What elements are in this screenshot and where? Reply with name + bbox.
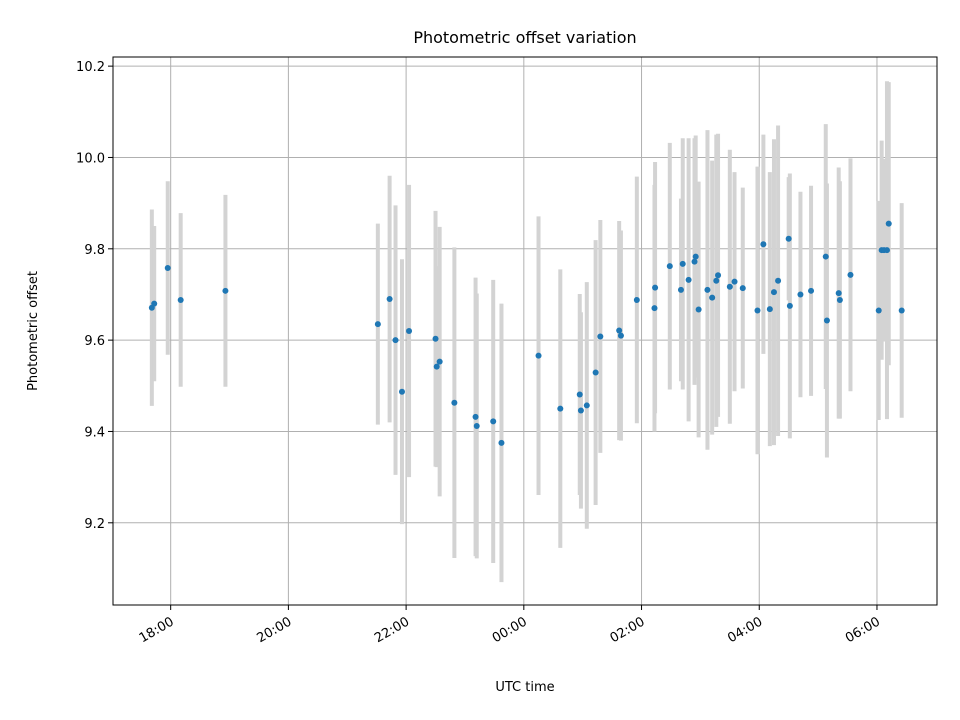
- data-point: [766, 306, 773, 313]
- data-point: [898, 307, 905, 314]
- data-point: [797, 291, 804, 298]
- data-point: [739, 285, 746, 292]
- y-tick-label: 10.0: [76, 151, 105, 166]
- data-point: [406, 328, 413, 334]
- data-point: [436, 358, 443, 365]
- y-tick-label: 9.6: [84, 334, 105, 349]
- data-point: [726, 283, 733, 290]
- y-tick-label: 9.4: [84, 425, 105, 440]
- data-point: [432, 335, 439, 342]
- data-point: [177, 296, 184, 303]
- data-point: [583, 402, 590, 409]
- data-point: [885, 220, 892, 227]
- y-tick-label: 10.2: [76, 60, 105, 75]
- data-point: [704, 286, 711, 293]
- data-point: [691, 258, 698, 265]
- data-point: [597, 333, 604, 340]
- data-point: [222, 287, 229, 294]
- data-point: [677, 286, 684, 293]
- data-point: [731, 278, 738, 285]
- data-point: [695, 306, 702, 313]
- data-point: [775, 277, 782, 284]
- data-point: [709, 294, 716, 301]
- data-point: [875, 307, 882, 314]
- data-point: [770, 289, 777, 296]
- data-point: [679, 260, 686, 267]
- data-points: [148, 220, 905, 446]
- data-point: [651, 305, 658, 312]
- data-point: [715, 272, 722, 279]
- data-point: [151, 300, 158, 307]
- data-point: [557, 405, 564, 412]
- data-point: [754, 307, 761, 314]
- data-point: [451, 399, 458, 406]
- data-point: [473, 422, 480, 429]
- data-point: [692, 253, 699, 260]
- y-axis-label: Photometric offset: [26, 271, 41, 391]
- data-point: [164, 264, 171, 271]
- data-point: [713, 277, 720, 284]
- y-tick-label: 9.8: [84, 243, 105, 258]
- data-point: [386, 296, 393, 303]
- data-point: [685, 276, 692, 283]
- data-point: [823, 317, 830, 324]
- data-point: [666, 263, 673, 270]
- data-point: [592, 369, 599, 376]
- data-point: [392, 337, 399, 344]
- data-point: [433, 363, 440, 370]
- data-point: [847, 271, 854, 278]
- data-point: [633, 296, 640, 303]
- data-point: [786, 302, 793, 309]
- data-point: [490, 418, 497, 425]
- data-point: [616, 327, 623, 334]
- data-point: [535, 352, 542, 359]
- chart-title: Photometric offset variation: [413, 28, 636, 47]
- data-point: [472, 413, 479, 420]
- data-point: [498, 439, 505, 446]
- data-point: [836, 296, 843, 303]
- plot-frame: [112, 56, 938, 606]
- data-point: [652, 284, 659, 291]
- y-tick-label: 9.2: [84, 517, 105, 532]
- x-axis-label: UTC time: [495, 680, 554, 695]
- data-point: [808, 287, 815, 294]
- data-point: [617, 332, 624, 339]
- data-point: [883, 247, 890, 254]
- data-point: [398, 388, 405, 395]
- data-point: [760, 241, 767, 248]
- data-point: [822, 253, 829, 260]
- data-point: [785, 235, 792, 242]
- data-point: [576, 391, 583, 398]
- data-point: [835, 290, 842, 297]
- data-point: [374, 321, 381, 328]
- data-point: [577, 407, 584, 414]
